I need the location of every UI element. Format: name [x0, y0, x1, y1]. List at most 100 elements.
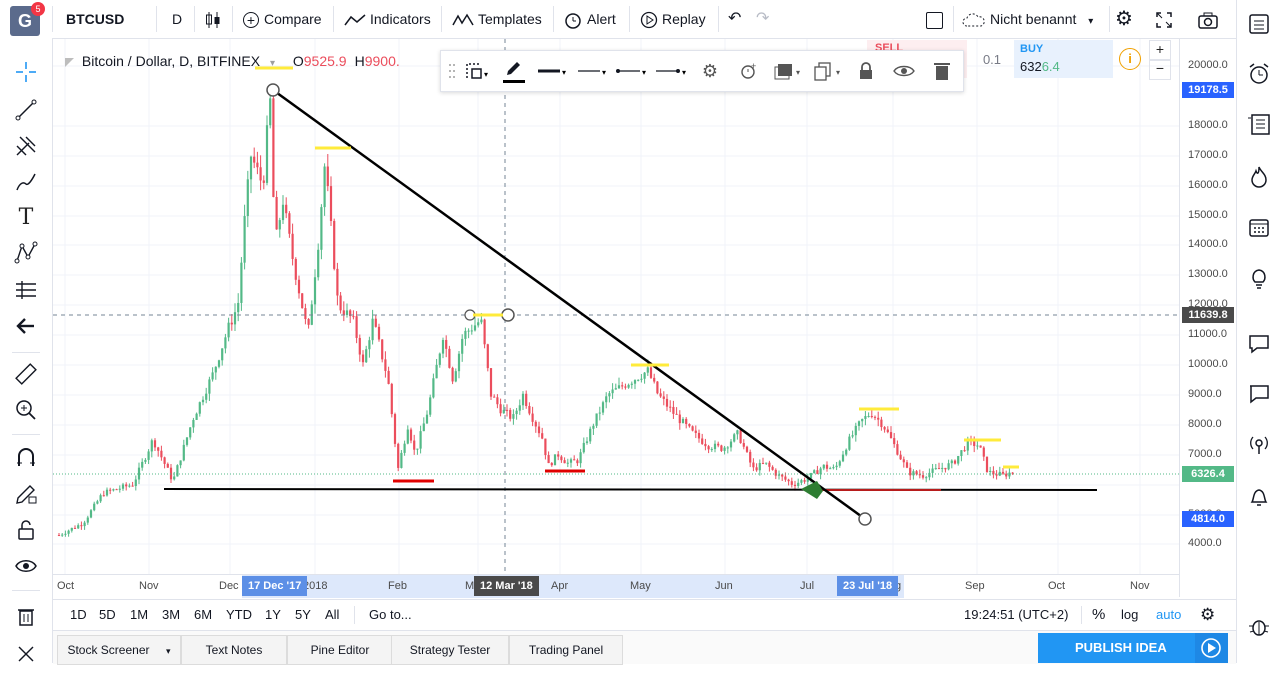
trend-line-tool[interactable]	[12, 96, 40, 124]
line-start-button[interactable]: ▾	[613, 57, 651, 85]
line-style-template-button[interactable]: ▾	[461, 57, 495, 85]
candle-body	[480, 319, 483, 323]
visual-order-button[interactable]: ▾	[771, 57, 807, 85]
clone-button[interactable]: ▾	[811, 57, 847, 85]
data-window-button[interactable]	[1245, 110, 1273, 138]
time-axis[interactable]: OctNovDec2018FebMAprMayJunJulgSepOctNov1…	[53, 574, 1179, 599]
range-1y[interactable]: 1Y	[265, 607, 281, 622]
alert-button[interactable]: Alert	[563, 0, 616, 38]
brush-tool[interactable]	[12, 168, 40, 196]
candle-body	[323, 166, 326, 208]
drawing-settings-button[interactable]: ⚙	[697, 57, 723, 85]
chart-type-button[interactable]	[204, 0, 222, 38]
bug-report-button[interactable]	[1245, 612, 1273, 640]
magnet-tool[interactable]	[12, 444, 40, 472]
price-tick-label: 11000.0	[1188, 328, 1227, 340]
symbol-search[interactable]: BTCUSD	[66, 11, 125, 27]
segment-handle-right[interactable]	[501, 308, 515, 322]
drag-handle[interactable]	[445, 57, 459, 85]
range-ytd[interactable]: YTD	[226, 607, 252, 622]
redo-button[interactable]: ↷	[756, 10, 770, 27]
lock-drawings-tool[interactable]	[12, 516, 40, 544]
auto-scale-toggle[interactable]: auto	[1156, 607, 1182, 622]
order-info-button[interactable]: i	[1119, 48, 1141, 70]
tab-stock-screener[interactable]: Stock Screener ▾	[57, 635, 181, 665]
indicators-button[interactable]: Indicators	[344, 0, 431, 38]
line-color-button[interactable]	[499, 57, 529, 85]
chats-button[interactable]	[1245, 380, 1273, 408]
clock-display[interactable]: 19:24:51 (UTC+2)	[964, 607, 1069, 622]
candle-body	[118, 488, 121, 490]
legend-title[interactable]: Bitcoin / Dollar, D, BITFINEX	[81, 53, 261, 69]
watchlist-button[interactable]	[1245, 10, 1273, 38]
range-5d[interactable]: 5D	[99, 607, 116, 622]
broadcast-button[interactable]	[1245, 430, 1273, 458]
trendline-start-handle[interactable]	[266, 83, 280, 97]
pattern-tool[interactable]	[12, 239, 40, 267]
streams-button[interactable]	[1245, 330, 1273, 358]
layout-save-button[interactable]: Nicht benannt ▾	[962, 0, 1093, 38]
range-6m[interactable]: 6M	[194, 607, 213, 622]
svg-text:+: +	[751, 61, 756, 71]
range-1d[interactable]: 1D	[70, 607, 87, 622]
delete-drawing-button[interactable]	[929, 57, 955, 85]
fullscreen-layout-button[interactable]	[926, 0, 943, 38]
hide-drawing-button[interactable]	[891, 57, 917, 85]
descending-trendline[interactable]	[272, 88, 866, 521]
add-alert-button[interactable]: +	[735, 57, 761, 85]
tab-trading-panel[interactable]: Trading Panel	[509, 635, 623, 665]
crosshair-tool[interactable]	[12, 58, 40, 86]
range-3m[interactable]: 3M	[162, 607, 181, 622]
collapse-toolbar[interactable]	[12, 640, 40, 668]
notifications-button[interactable]	[1245, 482, 1273, 510]
pitchfork-tool[interactable]	[12, 132, 40, 160]
templates-button[interactable]: Templates	[452, 0, 542, 38]
text-tool[interactable]: T	[12, 203, 40, 231]
tab-strategy-tester[interactable]: Strategy Tester	[391, 635, 509, 665]
fullscreen-button[interactable]	[1155, 0, 1173, 38]
compare-button[interactable]: + Compare	[243, 0, 322, 38]
hotlists-button[interactable]	[1245, 163, 1273, 191]
calendar-button[interactable]	[1245, 213, 1273, 241]
stay-in-drawing-tool[interactable]	[12, 480, 40, 508]
replay-button[interactable]: Replay	[640, 0, 706, 38]
percent-scale-toggle[interactable]: %	[1092, 606, 1106, 623]
order-plus-button[interactable]: +	[1149, 40, 1171, 61]
publish-idea-button[interactable]: PUBLISH IDEA	[1038, 633, 1228, 663]
buy-button[interactable]: BUY 6326.4	[1014, 40, 1113, 78]
goto-button[interactable]: Go to...	[369, 607, 412, 622]
scale-settings-button[interactable]: ⚙	[1200, 600, 1215, 630]
price-tick-label: 14000.0	[1188, 238, 1228, 250]
range-1m[interactable]: 1M	[130, 607, 149, 622]
price-axis[interactable]: 20000.0 18000.0 17000.0 16000.0 15000.0 14000…	[1179, 39, 1237, 597]
remove-drawings-tool[interactable]	[12, 602, 40, 630]
log-scale-toggle[interactable]: log	[1121, 607, 1139, 622]
range-all[interactable]: All	[325, 607, 340, 622]
tab-text-notes[interactable]: Text Notes	[181, 635, 287, 665]
hide-drawings-tool[interactable]	[12, 552, 40, 580]
price-chart[interactable]	[53, 39, 1179, 574]
range-5y[interactable]: 5Y	[295, 607, 311, 622]
measure-tool[interactable]	[12, 360, 40, 388]
back-arrow-tool[interactable]	[12, 312, 40, 340]
legend-chevron-icon[interactable]: ▾	[269, 58, 275, 69]
trendline-end-handle[interactable]	[858, 512, 872, 526]
line-end-button[interactable]: ▾	[653, 57, 691, 85]
snapshot-button[interactable]	[1197, 0, 1219, 38]
order-minus-button[interactable]: −	[1149, 59, 1171, 80]
settings-button[interactable]: ⚙	[1115, 0, 1133, 38]
lock-drawing-button[interactable]	[853, 57, 879, 85]
line-style-button[interactable]: ▾	[575, 57, 611, 85]
ideas-button[interactable]	[1245, 264, 1273, 292]
legend-collapse-icon[interactable]	[65, 57, 74, 67]
interval-button[interactable]: D	[172, 11, 183, 27]
line-width-button[interactable]: ▾	[535, 57, 571, 85]
undo-button[interactable]: ↶	[728, 10, 742, 27]
zoom-tool[interactable]	[12, 396, 40, 424]
prediction-tool[interactable]	[12, 276, 40, 304]
chart-pane[interactable]	[53, 39, 1179, 597]
trend-line-icon	[15, 99, 37, 121]
alerts-button[interactable]	[1245, 60, 1273, 88]
support-line[interactable]	[163, 488, 1098, 491]
tab-pine-editor[interactable]: Pine Editor	[287, 635, 393, 665]
